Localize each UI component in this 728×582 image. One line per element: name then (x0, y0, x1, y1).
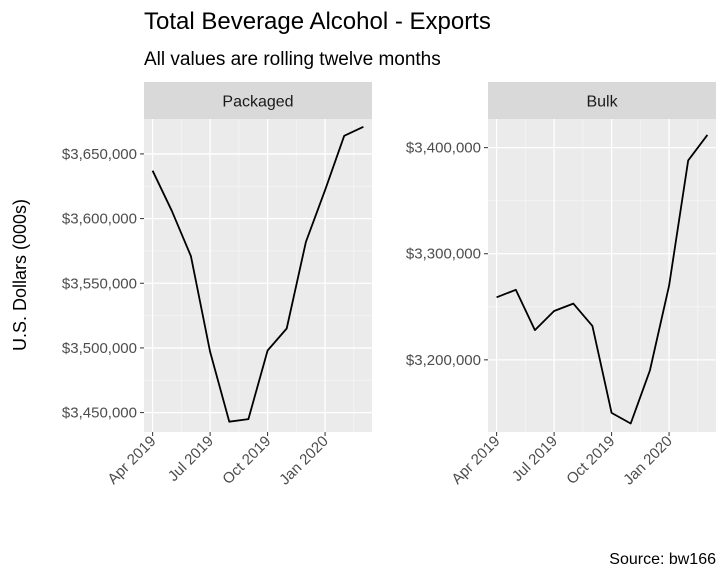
panel-packaged: Packaged $3,450,000 $3,500,000 $3,550,000 $3… (62, 82, 372, 488)
chart-title: Total Beverage Alcohol - Exports (144, 8, 491, 35)
y-tick-label: $3,600,000 (62, 211, 137, 228)
facet-strip (144, 82, 372, 119)
chart-subtitle: All values are rolling twelve months (144, 49, 441, 70)
x-tick-label: Oct 2019 (219, 433, 274, 488)
x-tick-label: Jan 2020 (620, 433, 676, 489)
y-tick-label: $3,450,000 (62, 405, 137, 422)
y-tick-label: $3,650,000 (62, 146, 137, 163)
panel-bulk: Bulk $3,200,000 $3,300,000 $3,400,000 Apr 20… (406, 82, 716, 488)
chart-caption: Source: bw166 (609, 551, 716, 568)
panel-background (488, 119, 716, 432)
x-tick-label: Oct 2019 (563, 433, 618, 488)
y-tick-label: $3,200,000 (406, 352, 481, 369)
facet-strip-label: Packaged (222, 94, 293, 111)
x-tick-label: Apr 2019 (448, 433, 503, 488)
x-tick-label: Apr 2019 (104, 433, 159, 488)
x-tick-label: Jul 2019 (509, 433, 561, 485)
panel-background (144, 119, 372, 432)
y-tick-label: $3,550,000 (62, 275, 137, 292)
facet-strip-label: Bulk (586, 94, 618, 111)
y-tick-label: $3,300,000 (406, 246, 481, 263)
x-tick-label: Jul 2019 (165, 433, 217, 485)
series-line-bulk (496, 134, 709, 425)
facet-panels: Packaged $3,450,000 $3,500,000 $3,550,000 $3… (62, 82, 716, 488)
y-tick-label: $3,500,000 (62, 340, 137, 357)
gridlines (144, 119, 372, 432)
y-tick-label: $3,400,000 (406, 140, 481, 157)
facet-strip (488, 82, 716, 119)
y-axis-label: U.S. Dollars (000s) (10, 199, 30, 351)
series-line-packaged (151, 125, 364, 423)
gridlines (488, 119, 716, 432)
x-tick-label: Jan 2020 (276, 433, 332, 489)
